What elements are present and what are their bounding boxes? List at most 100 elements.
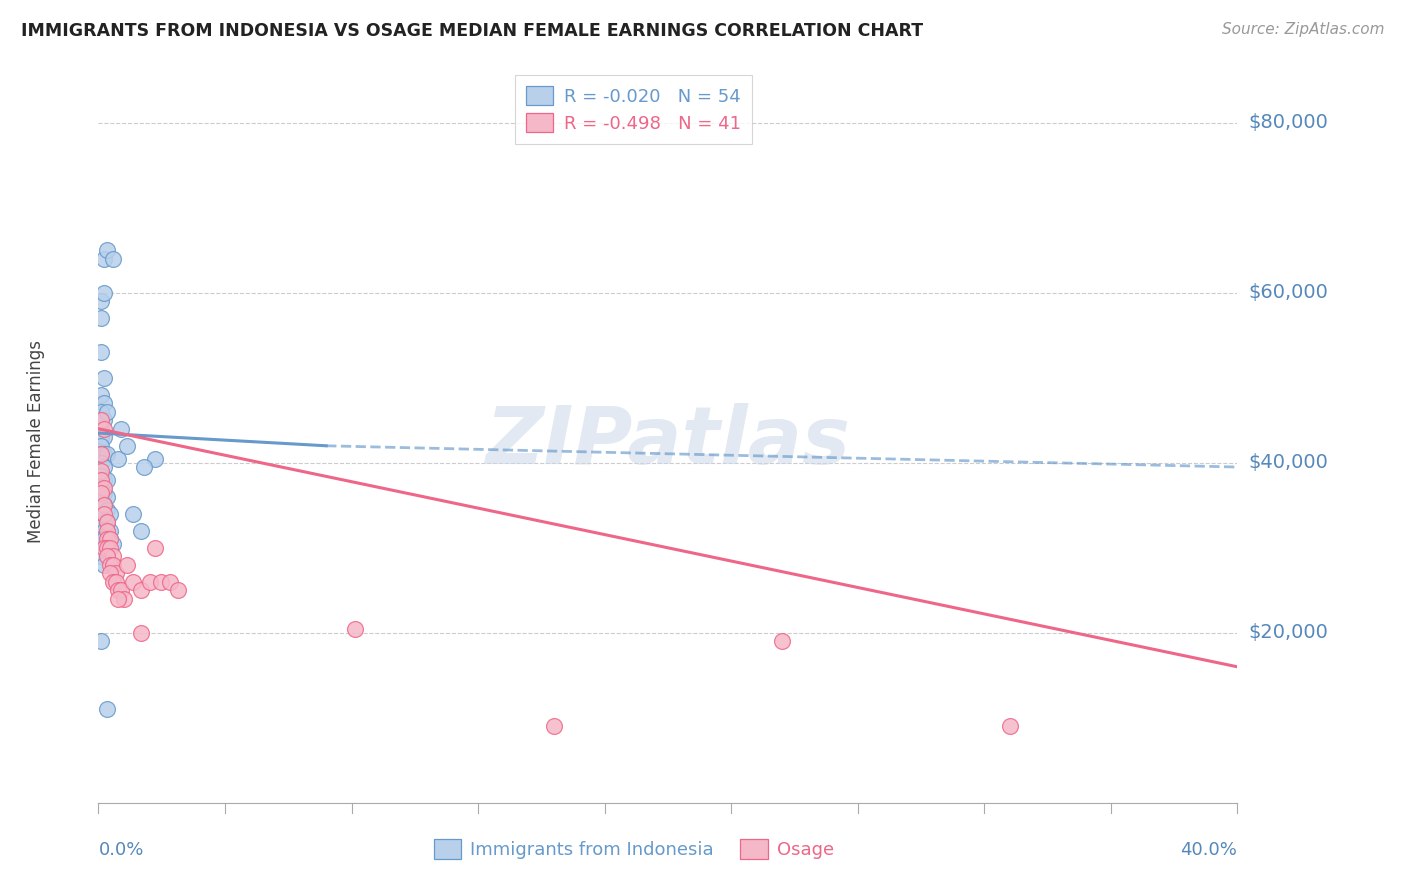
Point <box>93 524 115 538</box>
Point <box>93 422 115 436</box>
Point <box>121 507 143 521</box>
Point <box>98 533 121 547</box>
Legend: Immigrants from Indonesia, Osage: Immigrants from Indonesia, Osage <box>426 831 841 866</box>
Point <box>96 516 118 530</box>
Point <box>543 719 565 733</box>
Point <box>90 413 112 427</box>
Point <box>96 502 118 516</box>
Point <box>159 574 181 589</box>
Point <box>90 481 112 495</box>
Point <box>98 566 121 581</box>
Point <box>98 558 121 572</box>
Text: IMMIGRANTS FROM INDONESIA VS OSAGE MEDIAN FEMALE EARNINGS CORRELATION CHART: IMMIGRANTS FROM INDONESIA VS OSAGE MEDIA… <box>21 22 924 40</box>
Point <box>101 536 124 550</box>
Point <box>115 439 138 453</box>
Point <box>90 533 112 547</box>
Point <box>96 533 118 547</box>
Point <box>93 541 115 555</box>
Point <box>90 494 112 508</box>
Point <box>770 634 793 648</box>
Point <box>115 558 138 572</box>
Text: 0.0%: 0.0% <box>98 841 143 859</box>
Point <box>138 574 160 589</box>
Point <box>93 485 115 500</box>
Point <box>104 566 127 581</box>
Point <box>96 473 118 487</box>
Point <box>96 549 118 564</box>
Text: $40,000: $40,000 <box>1249 453 1329 472</box>
Point <box>110 583 132 598</box>
Point <box>93 371 115 385</box>
Point <box>90 519 112 533</box>
Point <box>93 460 115 475</box>
Point <box>93 447 115 461</box>
Point <box>96 490 118 504</box>
Point <box>90 473 112 487</box>
Point <box>132 460 155 475</box>
Point <box>129 524 152 538</box>
Point <box>90 464 112 478</box>
Point <box>101 574 124 589</box>
Point <box>110 422 132 436</box>
Point <box>90 439 112 453</box>
Point <box>96 244 118 258</box>
Point <box>90 511 112 525</box>
Point <box>112 591 135 606</box>
Point <box>107 583 129 598</box>
Point <box>90 345 112 359</box>
Point <box>145 451 167 466</box>
Point <box>96 516 118 530</box>
Point <box>96 702 118 716</box>
Point <box>90 311 112 326</box>
Point <box>93 252 115 266</box>
Text: Source: ZipAtlas.com: Source: ZipAtlas.com <box>1222 22 1385 37</box>
Point <box>167 583 190 598</box>
Point <box>93 285 115 300</box>
Point <box>90 422 112 436</box>
Point <box>90 447 112 461</box>
Point <box>104 574 127 589</box>
Point <box>96 541 118 555</box>
Point <box>129 625 152 640</box>
Point <box>150 574 173 589</box>
Point <box>101 252 124 266</box>
Point <box>90 388 112 402</box>
Point <box>93 473 115 487</box>
Point <box>101 549 124 564</box>
Point <box>90 468 112 483</box>
Point <box>121 574 143 589</box>
Point <box>998 719 1021 733</box>
Text: $80,000: $80,000 <box>1249 113 1329 132</box>
Point <box>90 447 112 461</box>
Text: Median Female Earnings: Median Female Earnings <box>27 340 45 543</box>
Point <box>145 541 167 555</box>
Text: $20,000: $20,000 <box>1249 624 1329 642</box>
Text: $60,000: $60,000 <box>1249 284 1329 302</box>
Point <box>93 507 115 521</box>
Point <box>90 294 112 309</box>
Point <box>101 558 124 572</box>
Point <box>90 456 112 470</box>
Point <box>107 451 129 466</box>
Point <box>129 583 152 598</box>
Point <box>93 430 115 444</box>
Point <box>343 622 366 636</box>
Point <box>90 430 112 444</box>
Point <box>93 558 115 572</box>
Point <box>107 591 129 606</box>
Point <box>90 485 112 500</box>
Text: ZIPatlas: ZIPatlas <box>485 402 851 481</box>
Point <box>93 533 115 547</box>
Point <box>93 498 115 512</box>
Point <box>93 516 115 530</box>
Point <box>98 533 121 547</box>
Point <box>96 447 118 461</box>
Point <box>90 634 112 648</box>
Point <box>93 413 115 427</box>
Point <box>90 549 112 564</box>
Text: 40.0%: 40.0% <box>1181 841 1237 859</box>
Point <box>93 396 115 410</box>
Point <box>96 524 118 538</box>
Point <box>101 558 124 572</box>
Point <box>98 541 121 555</box>
